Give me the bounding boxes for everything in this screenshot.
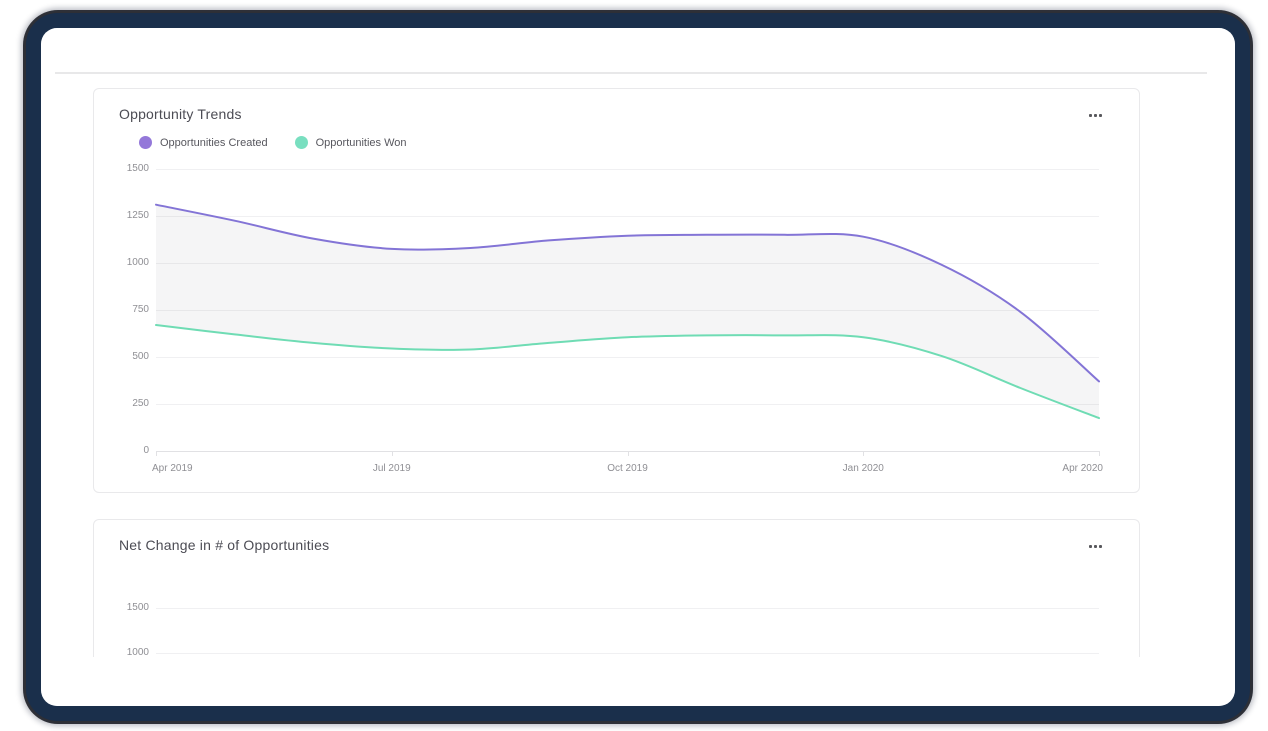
x-axis-label: Apr 2020	[1062, 463, 1103, 474]
x-axis-label: Apr 2019	[152, 463, 193, 474]
x-axis-tick	[156, 451, 157, 456]
header-divider	[55, 72, 1207, 74]
gridline	[156, 216, 1099, 217]
y-axis-label: 750	[132, 304, 149, 315]
y-axis-label: 1250	[126, 210, 149, 221]
legend-item: Opportunities Won	[294, 136, 407, 149]
chart-legend: Opportunities Created Opportunities Won	[139, 136, 407, 149]
ellipsis-dot	[1099, 545, 1102, 548]
gridline	[156, 357, 1099, 358]
x-axis-tick	[628, 451, 629, 456]
x-axis-tick	[1099, 451, 1100, 456]
card-title: Opportunity Trends	[119, 106, 242, 122]
legend-item: Opportunities Created	[139, 136, 268, 149]
ellipsis-dot	[1089, 545, 1092, 548]
y-axis-label: 250	[132, 398, 149, 409]
gridline	[156, 608, 1099, 609]
legend-item-label: Opportunities Created	[160, 136, 268, 149]
legend-dot-icon	[294, 136, 308, 149]
gridline	[156, 404, 1099, 405]
chart-series-canvas	[155, 203, 1100, 420]
series-line-created	[155, 203, 1100, 383]
gridline	[156, 451, 1099, 452]
gridline	[156, 310, 1099, 311]
ellipsis-dot	[1094, 114, 1097, 117]
y-axis-label: 1000	[126, 647, 149, 657]
legend-item-label: Opportunities Won	[315, 136, 407, 149]
y-axis-label: 1500	[126, 163, 149, 174]
dashboard-window: Opportunity Trends Opportunities Created…	[41, 28, 1235, 706]
ellipsis-dot	[1099, 114, 1102, 117]
ellipsis-menu-icon[interactable]	[1086, 111, 1105, 120]
opportunity-trends-card: Opportunity Trends Opportunities Created…	[93, 88, 1140, 493]
gridline	[156, 263, 1099, 264]
y-axis-label: 500	[132, 351, 149, 362]
gridline	[156, 169, 1099, 170]
x-axis-tick	[392, 451, 393, 456]
y-axis-label: 1500	[126, 602, 149, 613]
ellipsis-menu-icon[interactable]	[1086, 542, 1105, 551]
x-axis-label: Jul 2019	[372, 463, 411, 474]
x-axis-label: Jan 2020	[842, 463, 884, 474]
gridline	[156, 653, 1099, 654]
card-title: Net Change in # of Opportunities	[119, 537, 330, 553]
x-axis-tick	[863, 451, 864, 456]
net-change-card: Net Change in # of Opportunities 1500 100…	[93, 519, 1140, 657]
series-line-won	[155, 324, 1100, 420]
series-band-fill	[156, 204, 1099, 419]
x-axis-label: Oct 2019	[607, 463, 648, 474]
window-frame: Opportunity Trends Opportunities Created…	[26, 13, 1250, 721]
legend-dot-icon	[139, 136, 152, 149]
y-axis-label: 0	[143, 445, 149, 456]
ellipsis-dot	[1094, 545, 1097, 548]
y-axis-label: 1000	[126, 257, 149, 268]
ellipsis-dot	[1089, 114, 1092, 117]
